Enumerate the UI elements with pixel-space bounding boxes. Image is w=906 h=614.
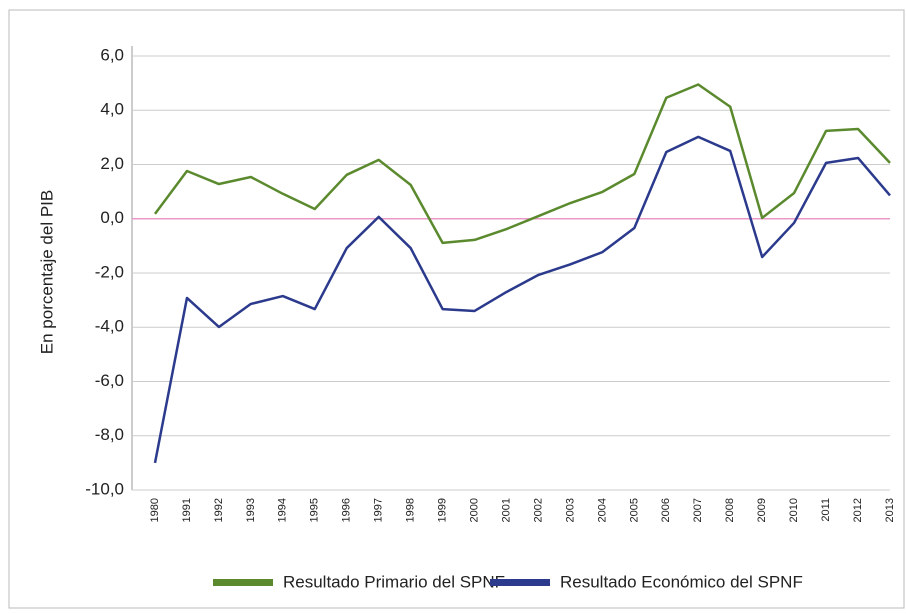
x-tick-label: 2001 [500,498,512,522]
x-tick-label: 2007 [692,498,704,522]
x-tick-label: 2008 [724,498,736,522]
x-tick-label: 1996 [341,498,353,522]
legend-swatch [490,579,550,586]
x-tick-label: 2013 [884,498,896,522]
x-tick-label: 1995 [309,498,321,522]
legend-label: Resultado Primario del SPNF [283,572,505,591]
series-line [153,83,891,245]
y-tick-label: -4,0 [95,317,124,336]
x-tick-label: 2011 [820,498,832,522]
y-axis-label: En porcentaje del PIB [37,190,56,354]
x-tick-label: 2012 [852,498,864,522]
x-tick-label: 2003 [564,498,576,522]
x-tick-label: 1993 [245,498,257,522]
x-tick-label: 2004 [596,498,608,522]
x-tick-label: 2005 [628,498,640,522]
x-tick-label: 1998 [405,498,417,522]
y-tick-label: -8,0 [95,425,124,444]
x-tick-label: 1994 [277,498,289,522]
y-tick-label: -2,0 [95,262,124,281]
legend-swatch [213,579,273,586]
series-line [153,135,891,464]
x-tick-label: 2000 [468,498,480,522]
y-tick-label: -6,0 [95,371,124,390]
x-tick-label: 1980 [149,498,161,522]
y-tick-label: 4,0 [100,100,124,119]
x-tick-label: 1991 [181,498,193,522]
y-tick-label: 6,0 [100,45,124,64]
y-tick-label: -10,0 [85,479,124,498]
x-tick-label: 2009 [756,498,768,522]
x-tick-label: 1992 [213,498,225,522]
y-tick-label: 0,0 [100,208,124,227]
legend-label: Resultado Económico del SPNF [560,572,803,591]
x-tick-label: 2010 [788,498,800,522]
x-tick-label: 1999 [437,498,449,522]
x-tick-label: 2002 [532,498,544,522]
x-tick-label: 1997 [373,498,385,522]
x-tick-label: 2006 [660,498,672,522]
y-tick-label: 2,0 [100,154,124,173]
